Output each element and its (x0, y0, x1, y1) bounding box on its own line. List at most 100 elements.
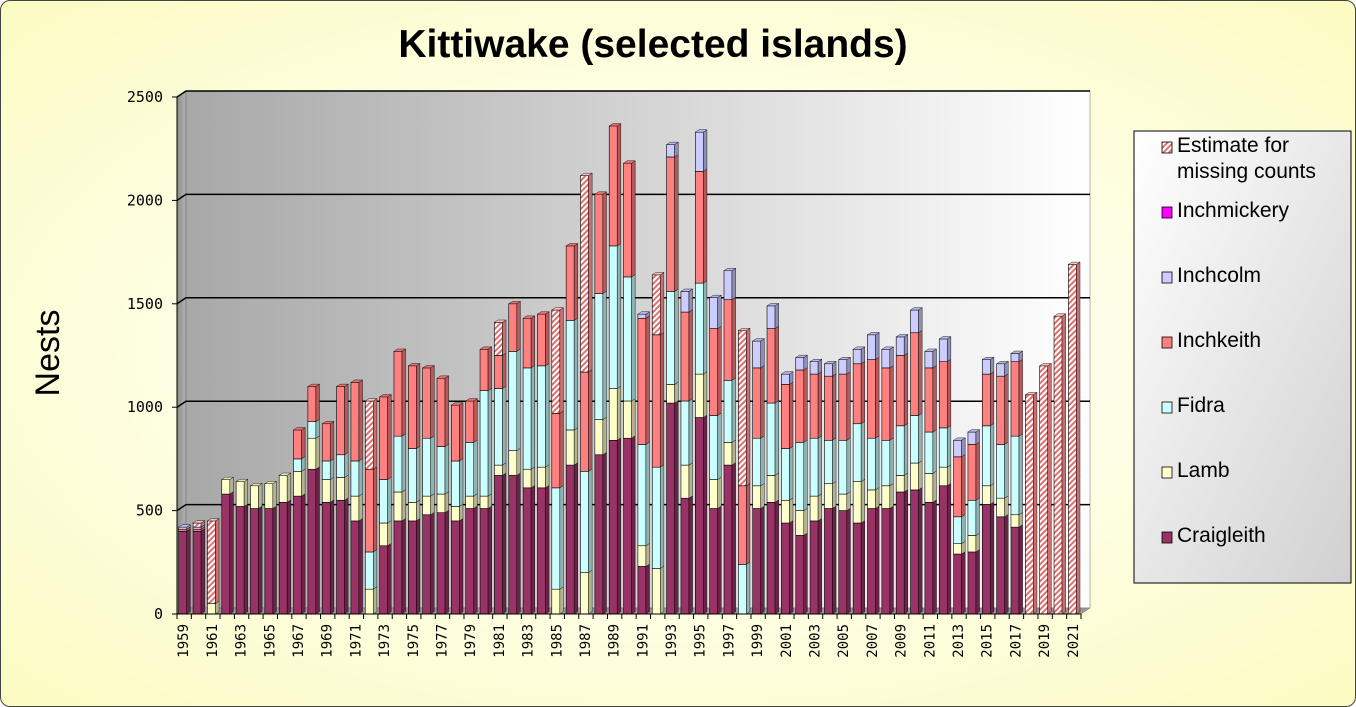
bar-segment-lamb (479, 495, 489, 509)
bar-side (803, 507, 808, 536)
bar-stack-1959 (178, 524, 192, 615)
bar-side (990, 483, 995, 505)
bar-segment-fidra (565, 320, 575, 431)
bar-side (947, 464, 952, 487)
bar-segment-inchkeith (537, 313, 546, 367)
bar-segment-lamb (852, 481, 862, 524)
bar-stack-1967 (292, 427, 306, 615)
bar-stack-1987 (579, 172, 593, 615)
bar-side (502, 352, 507, 389)
bar-side (459, 458, 464, 507)
bar-segment-inchcolm (809, 361, 819, 375)
bar-stack-1969 (321, 420, 335, 615)
x-tick-label: 1977 (434, 624, 450, 658)
bar-segment-craigleith (565, 464, 575, 615)
bar-segment-lamb (321, 479, 331, 503)
bar-top (565, 243, 579, 247)
bar-side (731, 296, 736, 381)
bar-segment-inchkeith (293, 429, 302, 460)
bar-segment-fidra (852, 423, 862, 482)
bar-stack-2020 (1053, 313, 1067, 615)
x-tick-label: 1967 (291, 624, 307, 658)
bar-top (938, 336, 952, 340)
bar-stack-2019 (1039, 363, 1052, 615)
bar-segment-inchcolm (838, 359, 848, 375)
x-tick-label: 1985 (549, 624, 565, 658)
bar-side (487, 387, 492, 497)
bar-side (487, 346, 492, 392)
bar-segment-inchkeith (623, 162, 632, 278)
bar-stack-1997 (723, 267, 737, 615)
bar-side (229, 476, 234, 495)
legend-label: Inchkeith (1177, 329, 1261, 352)
bar-segment-lamb (336, 477, 345, 501)
bar-side (617, 123, 622, 247)
bar-stack-1977 (436, 375, 450, 615)
bar-side (602, 451, 607, 615)
bar-side (817, 518, 822, 615)
bar-segment-lamb (996, 497, 1005, 518)
bar-side (430, 493, 435, 516)
bar-side (717, 294, 722, 329)
bar-stack-2000 (766, 303, 780, 615)
bar-side (789, 497, 794, 524)
bar-side (731, 439, 736, 466)
bar-side (215, 518, 220, 605)
x-ticks: 1959 1961 1963 1965 1967 1969 1971 1973 1975 1977… (176, 613, 1082, 658)
bar-segment-inchcolm (666, 144, 675, 158)
bar-stack-1976 (421, 365, 435, 615)
bar-stack-1975 (407, 363, 421, 615)
y-tick-label: 2000 (127, 191, 163, 209)
bar-top (637, 311, 651, 315)
bar-segment-lamb (981, 485, 991, 505)
bar-segment-craigleith (781, 522, 790, 615)
bar-side (846, 437, 851, 495)
bar-segment-lamb (838, 493, 848, 511)
bar-segment-fidra (895, 425, 905, 476)
bar-top (665, 141, 679, 145)
bar-stack-2018 (1024, 392, 1038, 615)
bar-side (817, 493, 822, 522)
bar-segment-fidra (580, 471, 589, 573)
bar-side (631, 160, 636, 278)
bar-side (473, 505, 478, 615)
bar-segment-inchkeith (938, 361, 948, 429)
bar-side (430, 365, 435, 439)
bar-side (473, 398, 478, 443)
bar-side (573, 243, 578, 321)
bar-segment-lamb (924, 473, 934, 503)
bar-segment-craigleith (1010, 526, 1020, 615)
bar-segment-craigleith (221, 493, 231, 615)
bar-segment-fidra (422, 437, 431, 497)
bar-segment-fidra (709, 415, 718, 480)
bar-segment-fidra (537, 365, 546, 468)
bar-stack-2021 (1067, 261, 1081, 615)
bar-side (789, 381, 794, 449)
bar-segment-inchkeith (752, 367, 762, 439)
bar-stack-1968 (307, 383, 321, 615)
bar-segment-lamb (436, 493, 446, 513)
bar-side (846, 356, 851, 375)
bar-segment-craigleith (379, 545, 388, 615)
bar-segment-estimate-for-missing-counts (651, 274, 661, 336)
bar-segment-inchkeith (881, 367, 891, 441)
bar-segment-inchcolm (723, 270, 733, 300)
bar-side (774, 400, 779, 476)
bar-side (186, 528, 191, 615)
bar-side (760, 505, 765, 615)
bar-segment-lamb (551, 588, 561, 615)
bar-segment-craigleith (479, 508, 489, 615)
bar-side (746, 561, 751, 615)
bar-side (530, 485, 535, 615)
bar-side (990, 423, 995, 487)
bar-segment-craigleith (408, 520, 417, 615)
bar-top (393, 348, 407, 352)
bar-stack-2001 (780, 371, 794, 615)
bar-side (717, 476, 722, 509)
y-axis-label: Nests (29, 310, 67, 397)
bar-segment-craigleith (422, 514, 431, 615)
legend: Estimate for missing counts Inchmickery Inc… (1133, 130, 1352, 584)
bar-stack-1962 (221, 476, 235, 615)
bar-stack-2004 (823, 360, 837, 615)
bar-segment-estimate-for-missing-counts (1039, 365, 1049, 615)
